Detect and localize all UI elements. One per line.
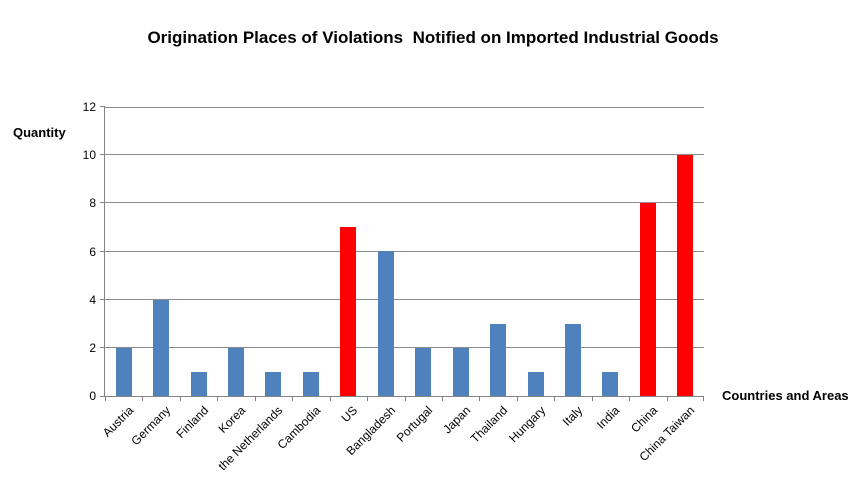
x-cat-label-hungary: Hungary	[506, 403, 549, 446]
x-axis-tick	[367, 397, 368, 401]
gridline-y8	[105, 202, 704, 203]
x-cat-label-korea: Korea	[215, 403, 249, 436]
bar-china-taiwan	[677, 155, 693, 396]
x-axis-tick	[554, 397, 555, 401]
y-axis-title: Quantity	[13, 125, 66, 140]
bar-india	[602, 372, 618, 396]
y-axis-tick	[100, 202, 105, 203]
x-cat-label-finland: Finland	[173, 403, 212, 442]
x-axis-tick	[667, 397, 668, 401]
bar-the-netherlands	[265, 372, 281, 396]
x-axis-tick	[180, 397, 181, 401]
x-cat-label-china: China	[628, 403, 661, 436]
y-axis-tick	[100, 106, 105, 107]
chart-title: Origination Places of Violations Notifie…	[147, 28, 719, 47]
x-axis-tick	[255, 397, 256, 401]
x-axis-tick	[703, 397, 704, 401]
gridline-y4	[105, 299, 704, 300]
bar-germany	[153, 300, 169, 396]
x-axis-tick	[292, 397, 293, 401]
bar-hungary	[528, 372, 544, 396]
x-axis-title: Countries and Areas	[722, 388, 849, 403]
plot-area	[100, 106, 704, 401]
y-tick-label-8: 8	[89, 196, 96, 210]
x-axis-tick	[405, 397, 406, 401]
y-axis-tick	[100, 396, 105, 397]
x-cat-label-india: India	[593, 403, 623, 432]
y-tick-label-2: 2	[89, 341, 96, 355]
x-cat-label-us: US	[338, 403, 361, 425]
bar-korea	[228, 348, 244, 396]
bar-thailand	[490, 324, 506, 396]
x-axis-tick	[629, 397, 630, 401]
gridline-y10	[105, 154, 704, 155]
bar-bangladesh	[378, 251, 394, 396]
x-cat-label-germany: Germany	[128, 403, 174, 449]
y-tick-label-10: 10	[82, 148, 96, 162]
x-axis-tick	[592, 397, 593, 401]
bar-japan	[453, 348, 469, 396]
y-axis-tick	[100, 154, 105, 155]
gridline-y6	[105, 251, 704, 252]
x-axis-tick	[217, 397, 218, 401]
y-tick-label-6: 6	[89, 245, 96, 259]
x-axis-tick	[105, 397, 106, 401]
gridline-y12	[105, 107, 704, 108]
y-axis-tick	[100, 251, 105, 252]
x-axis-tick	[517, 397, 518, 401]
bar-china	[640, 203, 656, 396]
x-axis-tick	[442, 397, 443, 401]
x-cat-label-japan: Japan	[440, 403, 474, 437]
x-axis-tick	[479, 397, 480, 401]
y-axis-tick	[100, 299, 105, 300]
bar-cambodia	[303, 372, 319, 396]
bar-austria	[116, 348, 132, 396]
gridline-y2	[105, 347, 704, 348]
bar-portugal	[415, 348, 431, 396]
x-cat-label-thailand: Thailand	[467, 403, 511, 446]
x-cat-label-portugal: Portugal	[393, 403, 436, 445]
x-cat-label-italy: Italy	[559, 403, 586, 429]
bar-finland	[191, 372, 207, 396]
y-tick-label-0: 0	[89, 389, 96, 403]
y-tick-label-12: 12	[82, 100, 96, 114]
x-axis-tick	[142, 397, 143, 401]
y-tick-label-4: 4	[89, 293, 96, 307]
y-axis-tick	[100, 347, 105, 348]
bar-us	[340, 227, 356, 396]
x-axis-tick	[330, 397, 331, 401]
bar-italy	[565, 324, 581, 396]
